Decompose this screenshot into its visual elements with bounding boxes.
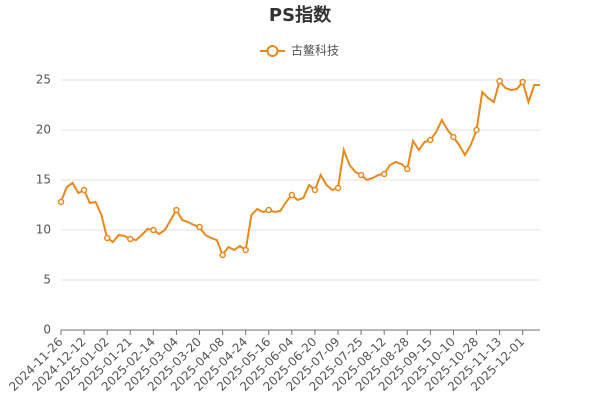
point: [288, 191, 296, 199]
point: [242, 246, 249, 254]
series-line: [60, 78, 540, 258]
y-tick-label: 0: [43, 323, 51, 337]
point: [103, 234, 111, 242]
y-tick-label: 5: [43, 273, 51, 287]
point: [150, 226, 157, 234]
point: [311, 186, 319, 194]
point: [404, 165, 411, 173]
point: [80, 186, 88, 194]
point: [173, 206, 180, 214]
point: [450, 133, 457, 141]
y-tick-label: 10: [36, 223, 51, 237]
y-tick-label: 15: [36, 173, 51, 187]
point: [473, 126, 480, 134]
point: [519, 78, 526, 86]
point: [57, 198, 65, 206]
point: [357, 171, 365, 179]
legend-symbol: [266, 45, 279, 57]
y-tick-label: 25: [36, 73, 51, 87]
point: [265, 206, 273, 214]
chart-title: PS指数: [269, 4, 332, 26]
point: [380, 170, 388, 178]
point: [427, 136, 434, 144]
point: [196, 223, 203, 231]
point: [334, 184, 342, 192]
point: [127, 235, 134, 243]
point: [496, 77, 503, 85]
point: [219, 251, 226, 259]
legend-label: 古鳌科技: [291, 43, 339, 58]
y-tick-label: 20: [36, 123, 51, 137]
